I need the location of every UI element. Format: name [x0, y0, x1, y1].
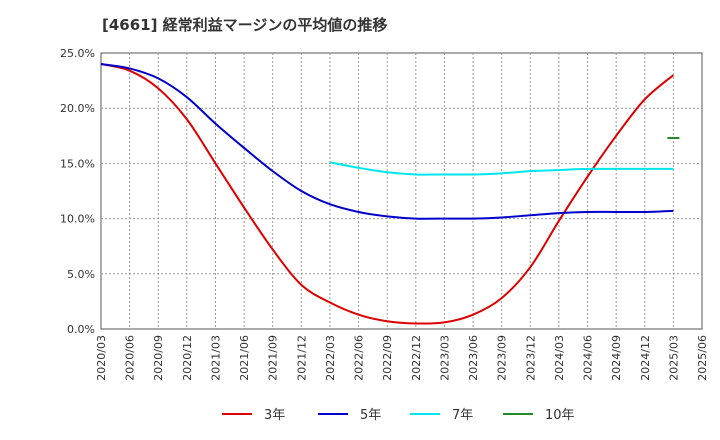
series-line-1: [100, 63, 675, 325]
x-tick-label: 2021/03: [209, 335, 222, 381]
x-tick-label: 2021/09: [267, 335, 280, 381]
x-tick-label: 2020/12: [181, 335, 194, 381]
x-tick-label: 2022/03: [324, 335, 337, 381]
x-tick-label: 2024/06: [582, 335, 595, 381]
x-tick-label: 2023/06: [467, 335, 480, 381]
legend-label-3: 7年: [452, 408, 473, 423]
y-tick-label: 20.0%: [60, 102, 95, 115]
x-tick-label: 2021/06: [238, 335, 251, 381]
legend-label-1: 3年: [264, 408, 285, 423]
x-tick-label: 2022/09: [381, 335, 394, 381]
x-tick-label: 2023/12: [524, 335, 537, 381]
x-tick-label: 2020/06: [124, 335, 137, 381]
x-tick-label: 2024/12: [639, 335, 652, 381]
x-tick-label: 2023/09: [496, 335, 509, 381]
plot-frame: [100, 52, 703, 330]
x-tick-label: 2020/03: [95, 335, 108, 381]
x-tick-label: 2021/12: [295, 335, 308, 381]
x-tick-label: 2020/09: [152, 335, 165, 381]
x-tick-label: 2022/12: [410, 335, 423, 381]
y-tick-label: 25.0%: [60, 47, 95, 60]
x-tick-label: 2025/06: [696, 335, 709, 381]
legend-label-2: 5年: [360, 408, 381, 423]
y-tick-label: 0.0%: [67, 323, 95, 336]
chart-title: [4661] 経常利益マージンの平均値の推移: [102, 16, 388, 34]
legend-label-4: 10年: [545, 408, 575, 423]
x-tick-label: 2024/09: [610, 335, 623, 381]
x-tick-label: 2022/06: [353, 335, 366, 381]
series-line-3: [329, 161, 674, 176]
series-line-2: [100, 63, 674, 220]
x-tick-label: 2025/03: [667, 335, 680, 381]
x-tick-label: 2024/03: [553, 335, 566, 381]
x-tick-label: 2023/03: [438, 335, 451, 381]
y-tick-label: 15.0%: [60, 157, 95, 170]
y-tick-label: 10.0%: [60, 213, 95, 226]
y-tick-label: 5.0%: [67, 268, 95, 281]
